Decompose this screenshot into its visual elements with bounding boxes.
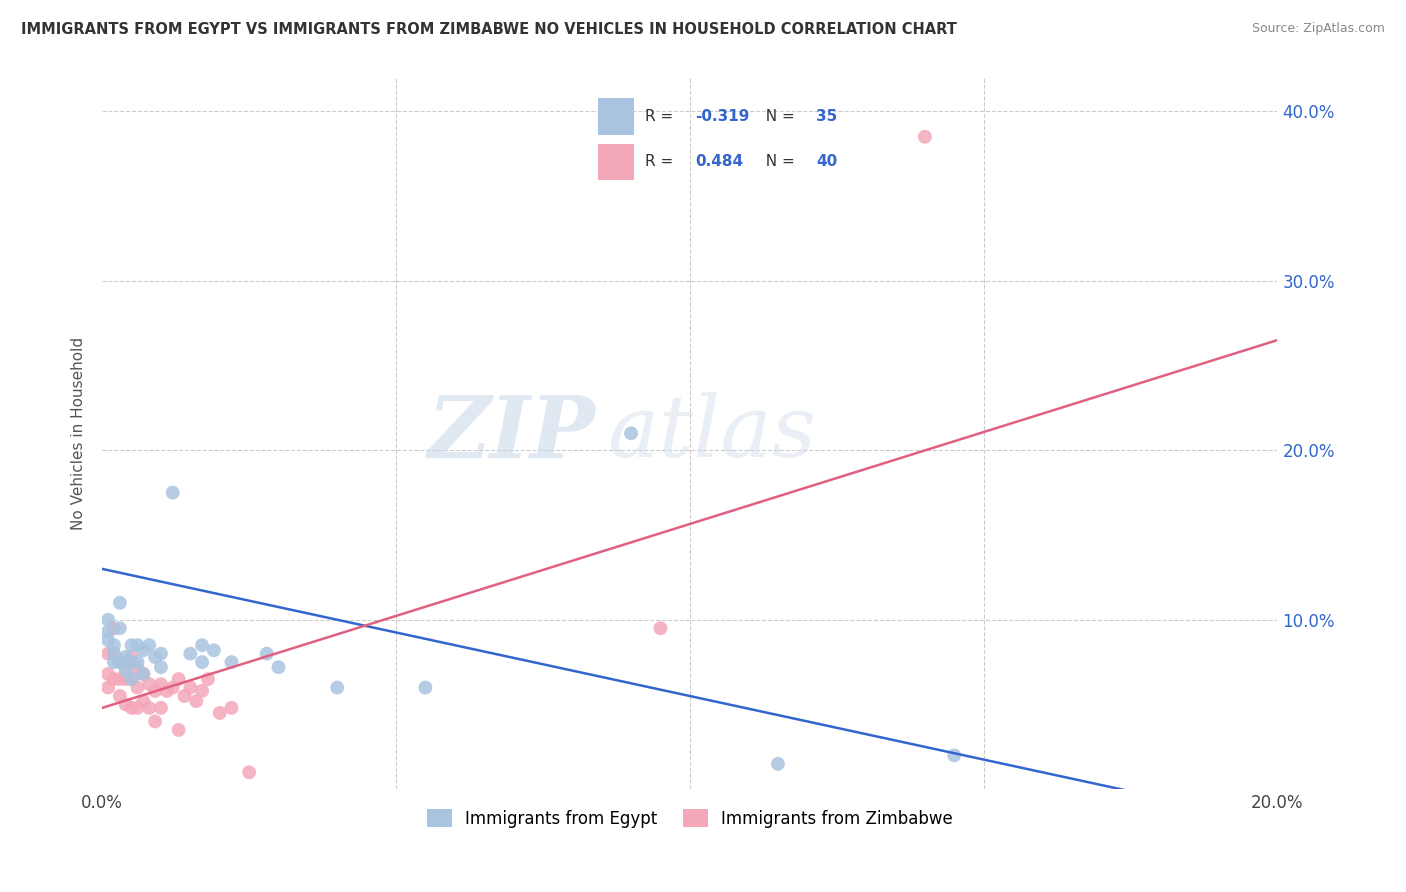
Point [127,638,149,652]
Point [103,655,125,669]
Point [173,689,195,703]
Point [121,672,143,686]
Point [132,667,155,681]
Point [143,714,166,729]
Point [256,647,278,661]
Point [191,684,214,698]
Point [208,706,231,720]
Point [162,485,184,500]
Point [97,667,120,681]
Point [127,660,149,674]
Point [121,638,143,652]
Point [108,596,131,610]
Point [97,681,120,695]
Point [143,650,166,665]
Text: atlas: atlas [607,392,817,475]
Point [149,701,172,715]
Point [127,655,149,669]
Text: ZIP: ZIP [427,392,596,475]
Point [191,638,214,652]
Y-axis label: No Vehicles in Household: No Vehicles in Household [72,337,86,530]
Point [132,667,155,681]
Text: IMMIGRANTS FROM EGYPT VS IMMIGRANTS FROM ZIMBABWE NO VEHICLES IN HOUSEHOLD CORRE: IMMIGRANTS FROM EGYPT VS IMMIGRANTS FROM… [21,22,957,37]
Point [103,672,125,686]
Point [650,621,672,635]
Point [202,643,225,657]
Point [114,698,136,712]
Point [143,684,166,698]
Point [127,681,149,695]
Point [108,689,131,703]
Point [138,677,160,691]
Point [103,621,125,635]
Point [97,624,120,639]
Point [103,647,125,661]
Point [179,681,201,695]
Point [132,643,155,657]
Point [97,633,120,648]
Point [267,660,290,674]
Point [138,638,160,652]
Point [326,681,349,695]
Point [121,672,143,686]
Point [221,655,243,669]
Point [167,723,190,737]
Point [138,701,160,715]
Point [179,647,201,661]
Point [114,650,136,665]
Point [149,647,172,661]
Point [103,647,125,661]
Point [114,660,136,674]
Point [186,694,208,708]
Point [149,677,172,691]
Point [415,681,437,695]
Text: Source: ZipAtlas.com: Source: ZipAtlas.com [1251,22,1385,36]
Point [197,672,219,686]
Point [167,672,190,686]
Point [221,701,243,715]
Point [97,613,120,627]
Point [156,684,179,698]
Point [108,672,131,686]
Point [766,756,789,771]
Point [108,655,131,669]
Point [914,129,936,144]
Point [121,655,143,669]
Point [943,748,966,763]
Point [114,664,136,678]
Point [132,694,155,708]
Point [149,660,172,674]
Point [162,681,184,695]
Legend: Immigrants from Egypt, Immigrants from Zimbabwe: Immigrants from Egypt, Immigrants from Z… [420,803,959,834]
Point [127,701,149,715]
Point [114,672,136,686]
Point [97,647,120,661]
Point [238,765,260,780]
Point [103,638,125,652]
Point [108,621,131,635]
Point [620,426,643,441]
Point [121,650,143,665]
Point [121,701,143,715]
Point [191,655,214,669]
Point [108,655,131,669]
